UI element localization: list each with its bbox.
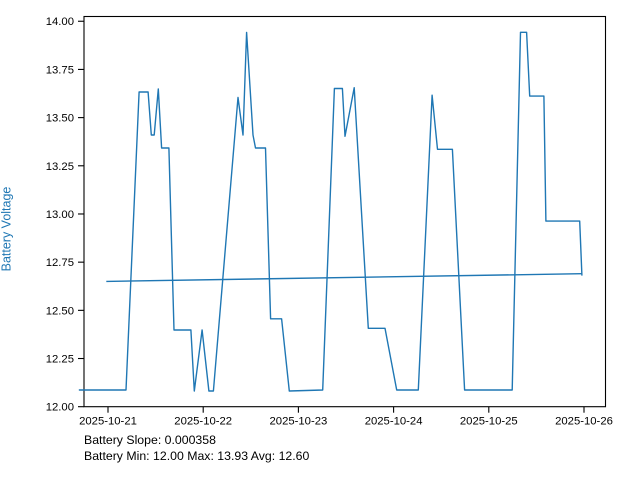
svg-text:13.50: 13.50: [46, 113, 74, 125]
svg-text:2025-10-24: 2025-10-24: [365, 416, 423, 428]
svg-text:12.00: 12.00: [46, 402, 74, 414]
svg-text:13.25: 13.25: [46, 161, 74, 173]
svg-text:12.75: 12.75: [46, 257, 74, 269]
svg-text:Battery Voltage: Battery Voltage: [0, 187, 14, 272]
svg-text:12.50: 12.50: [46, 305, 74, 317]
svg-text:13.75: 13.75: [46, 64, 74, 76]
svg-text:2025-10-23: 2025-10-23: [270, 416, 328, 428]
svg-text:12.25: 12.25: [46, 354, 74, 366]
svg-text:14.00: 14.00: [46, 16, 74, 28]
svg-text:2025-10-22: 2025-10-22: [174, 416, 232, 428]
svg-text:2025-10-21: 2025-10-21: [79, 416, 137, 428]
svg-text:2025-10-26: 2025-10-26: [555, 416, 613, 428]
svg-text:2025-10-25: 2025-10-25: [460, 416, 518, 428]
svg-text:13.00: 13.00: [46, 209, 74, 221]
